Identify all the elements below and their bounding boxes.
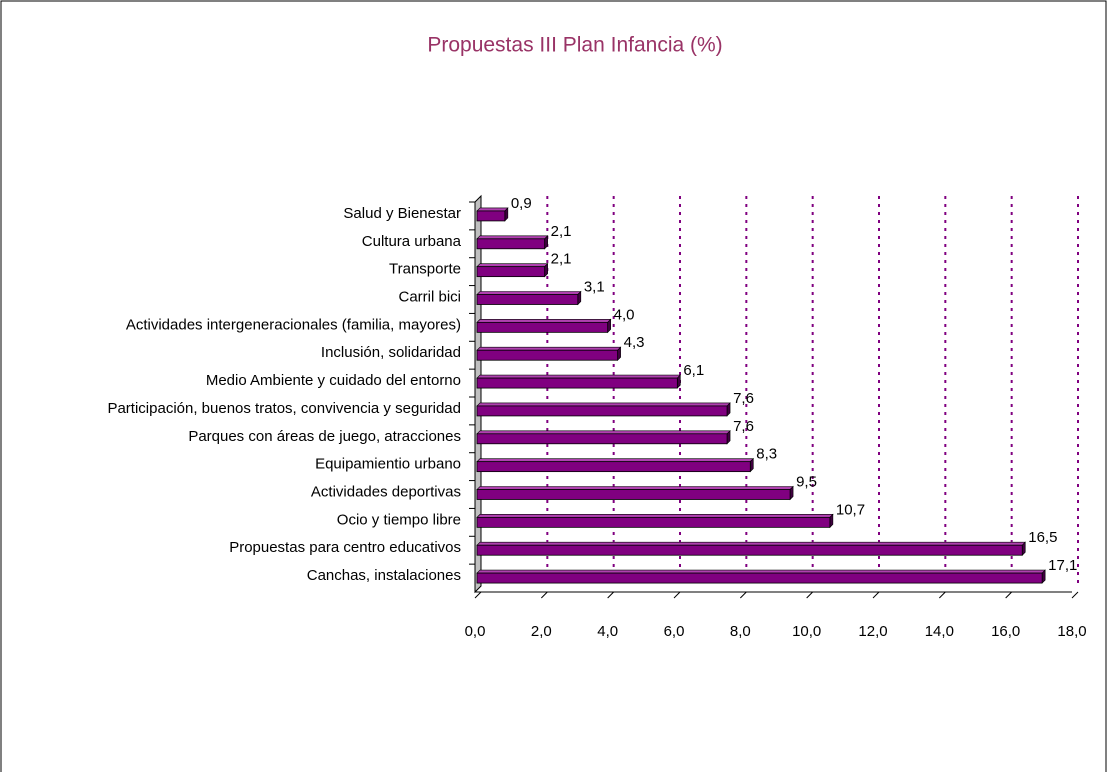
y-tick-label: Propuestas para centro educativos [229, 539, 461, 556]
x-tick [540, 591, 548, 599]
x-tick-label: 14,0 [925, 623, 954, 640]
bar [476, 544, 1023, 556]
bar-top [476, 402, 731, 407]
x-tick-label: 0,0 [465, 623, 486, 640]
bar [476, 405, 728, 417]
bar-top [476, 458, 755, 462]
bar [476, 266, 546, 278]
y-tick-label: Medio Ambiente y cuidado del entorno [206, 372, 461, 389]
y-tick-label: Carril bici [398, 288, 461, 305]
value-label: 6,1 [683, 362, 704, 379]
value-label: 7,6 [733, 418, 754, 435]
bar-top [476, 541, 1026, 546]
value-label: 4,0 [614, 306, 635, 323]
bar [476, 210, 506, 222]
bar-top [476, 430, 731, 435]
y-tick-label: Equipamientio urbano [315, 456, 461, 473]
y-tick-label: Actividades deportivas [311, 483, 461, 500]
bar-top [476, 263, 549, 267]
bar-top [476, 569, 1046, 574]
bar-top [476, 486, 794, 490]
x-tick-label: 10,0 [792, 623, 821, 640]
y-tick-label: Salud y Bienestar [343, 205, 461, 222]
x-tick-label: 6,0 [664, 623, 685, 640]
value-label: 8,3 [756, 446, 777, 463]
chart-title: Propuestas III Plan Infancia (%) [427, 34, 722, 57]
x-tick-label: 16,0 [991, 623, 1020, 640]
bar [476, 321, 609, 333]
y-tick-label: Canchas, instalaciones [307, 567, 461, 584]
value-label: 16,5 [1028, 529, 1057, 546]
bar-top [476, 514, 834, 518]
bar-top [476, 319, 612, 323]
x-tick-label: 2,0 [531, 623, 552, 640]
value-label: 9,5 [796, 473, 817, 490]
bar [476, 349, 619, 361]
value-label: 7,6 [733, 390, 754, 407]
x-tick-label: 4,0 [597, 623, 618, 640]
y-tick-label: Participación, buenos tratos, convivenci… [107, 400, 461, 417]
bar-top [476, 207, 509, 212]
value-label: 17,1 [1048, 557, 1077, 574]
bar [476, 489, 791, 500]
y-tick-label: Transporte [389, 261, 461, 278]
value-label: 3,1 [584, 278, 605, 295]
bar-top [476, 235, 549, 240]
x-tick [607, 591, 615, 599]
bar [476, 433, 728, 445]
bar [476, 516, 831, 528]
value-label: 2,1 [551, 223, 572, 240]
value-label: 2,1 [551, 251, 572, 268]
bar-top [476, 291, 582, 295]
x-tick-label: 12,0 [858, 623, 887, 640]
x-tick-label: 8,0 [730, 623, 751, 640]
value-label: 4,3 [624, 334, 645, 351]
x-tick [474, 591, 482, 599]
y-tick-label: Parques con áreas de juego, atracciones [188, 428, 461, 445]
x-tick [739, 591, 747, 599]
y-tick-label: Cultura urbana [362, 233, 462, 250]
y-tick-label: Ocio y tiempo libre [337, 511, 461, 528]
y-tick-label: Inclusión, solidaridad [321, 344, 461, 361]
bar [476, 461, 751, 473]
y-tick-label: Actividades intergeneracionales (familia… [126, 316, 461, 333]
bar-top [476, 374, 682, 379]
x-tick [806, 591, 814, 599]
bar-top [476, 346, 622, 351]
x-tick [872, 591, 880, 599]
bar [476, 294, 579, 305]
value-label: 10,7 [836, 501, 865, 518]
bar [476, 572, 1043, 584]
x-tick [673, 591, 681, 599]
left-wall [474, 194, 482, 594]
x-tick [1071, 591, 1079, 599]
x-tick-label: 18,0 [1057, 623, 1086, 640]
x-tick [1005, 591, 1013, 599]
x-tick [938, 591, 946, 599]
value-label: 0,9 [511, 195, 532, 212]
bar [476, 238, 546, 250]
bar [476, 377, 678, 389]
